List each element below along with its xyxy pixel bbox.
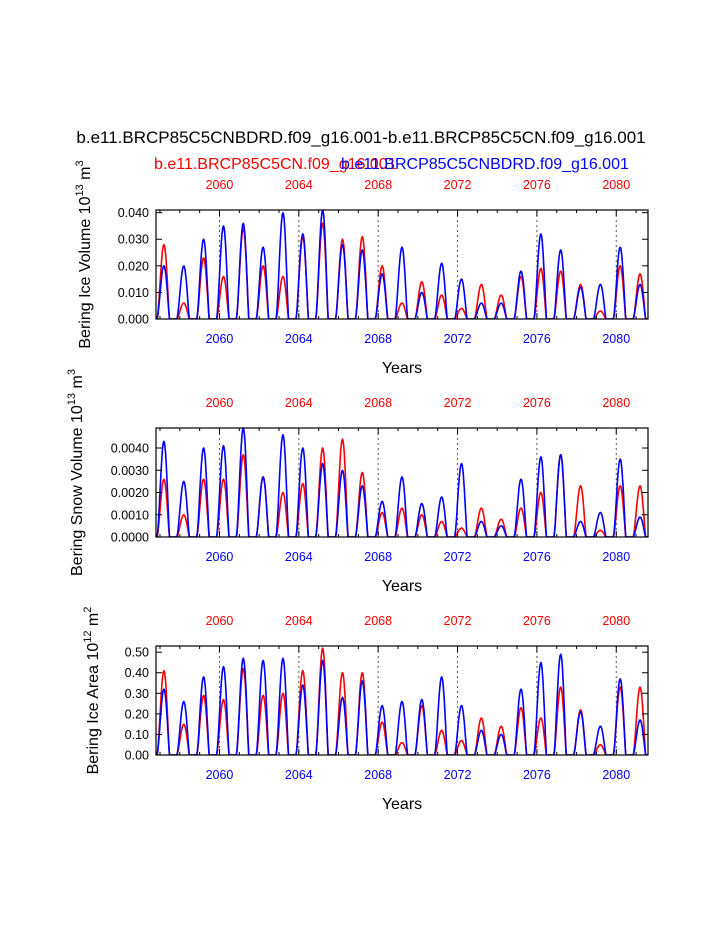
y-axis-label: Bering Snow Volume 1013 m3	[66, 369, 86, 576]
series-line-red	[156, 438, 648, 537]
y-tick-label: 0.030	[118, 233, 149, 247]
legend-blue-label: b.e11.BRCP85C5CNBDRD.f09_g16.001	[341, 156, 629, 173]
plot-frame	[155, 209, 649, 320]
x-tick-label-top: 2072	[444, 178, 472, 192]
x-tick-label-bottom: 2064	[285, 550, 313, 564]
y-tick-label: 0.0000	[111, 531, 149, 545]
x-tick-label-bottom: 2072	[444, 768, 472, 782]
x-tick-label-bottom: 2080	[602, 768, 630, 782]
y-tick-label: 0.0010	[111, 508, 149, 522]
x-axis-label: Years	[382, 796, 422, 813]
x-tick-label-bottom: 2080	[602, 550, 630, 564]
x-tick-label-bottom: 2076	[523, 332, 551, 346]
x-axis-label: Years	[382, 578, 422, 595]
y-tick-label: 0.0030	[111, 464, 149, 478]
plot-frame	[155, 427, 649, 538]
x-tick-label-top: 2076	[523, 396, 551, 410]
x-tick-label-bottom: 2060	[206, 332, 234, 346]
y-tick-label: 0.40	[125, 666, 149, 680]
series-line-blue	[156, 209, 648, 319]
series-line-blue	[156, 653, 648, 755]
x-tick-label-top: 2068	[364, 614, 392, 628]
y-tick-label: 0.0040	[111, 442, 149, 456]
panel-snow-volume: 0.0000 0.0010 0.0020 0.0030 0.0040 2060 2060 20…	[66, 369, 649, 595]
x-tick-label-top: 2064	[285, 396, 313, 410]
y-tick-label: 0.30	[125, 687, 149, 701]
y-tick-label: 0.10	[125, 728, 149, 742]
x-tick-label-top: 2064	[285, 178, 313, 192]
x-tick-label-top: 2080	[602, 178, 630, 192]
x-tick-label-top: 2068	[364, 178, 392, 192]
y-tick-label: 0.040	[118, 206, 149, 220]
x-tick-label-bottom: 2068	[364, 768, 392, 782]
x-tick-label-bottom: 2068	[364, 332, 392, 346]
y-tick-label: 0.0020	[111, 486, 149, 500]
x-tick-label-bottom: 2064	[285, 332, 313, 346]
x-tick-label-top: 2060	[206, 614, 234, 628]
figure-title: b.e11.BRCP85C5CNBDRD.f09_g16.001-b.e11.B…	[76, 128, 645, 147]
series-line-red	[156, 222, 648, 319]
x-tick-label-top: 2076	[523, 178, 551, 192]
x-tick-label-bottom: 2064	[285, 768, 313, 782]
x-tick-label-bottom: 2072	[444, 332, 472, 346]
panel-ice-area: 0.00 0.10 0.20 0.30 0.40 0.50 2060 2060 2064 2064…	[82, 607, 649, 813]
x-tick-label-top: 2072	[444, 614, 472, 628]
panel-ice-volume: 0.000 0.010 0.020 0.030 0.040 2060 2060 2064 206…	[74, 160, 649, 377]
series-group	[156, 427, 648, 537]
y-axis-label: Bering Ice Volume 1013 m3	[74, 160, 94, 348]
x-tick-label-bottom: 2080	[602, 332, 630, 346]
x-tick-label-top: 2080	[602, 396, 630, 410]
x-tick-label-top: 2072	[444, 396, 472, 410]
x-tick-label-bottom: 2060	[206, 768, 234, 782]
x-tick-label-bottom: 2076	[523, 768, 551, 782]
x-tick-label-top: 2060	[206, 396, 234, 410]
y-tick-label: 0.000	[118, 313, 149, 327]
y-tick-label: 0.020	[118, 259, 149, 273]
series-line-blue	[156, 427, 648, 537]
x-tick-label-bottom: 2060	[206, 550, 234, 564]
series-group	[156, 647, 648, 755]
x-tick-label-top: 2068	[364, 396, 392, 410]
x-tick-label-top: 2060	[206, 178, 234, 192]
legend-red-label: b.e11.BRCP85C5CN.f09_g16.001	[154, 156, 397, 173]
y-axis-label: Bering Ice Area 1012 m2	[82, 607, 102, 775]
x-tick-label-bottom: 2076	[523, 550, 551, 564]
x-tick-label-bottom: 2068	[364, 550, 392, 564]
x-tick-label-top: 2076	[523, 614, 551, 628]
y-tick-label: 0.50	[125, 646, 149, 660]
y-tick-label: 0.010	[118, 286, 149, 300]
y-tick-label: 0.00	[125, 749, 149, 763]
x-tick-label-top: 2064	[285, 614, 313, 628]
series-group	[156, 209, 648, 319]
y-tick-label: 0.20	[125, 707, 149, 721]
plot-frame	[155, 645, 649, 756]
x-tick-label-top: 2080	[602, 614, 630, 628]
x-tick-label-bottom: 2072	[444, 550, 472, 564]
x-axis-label: Years	[382, 360, 422, 377]
